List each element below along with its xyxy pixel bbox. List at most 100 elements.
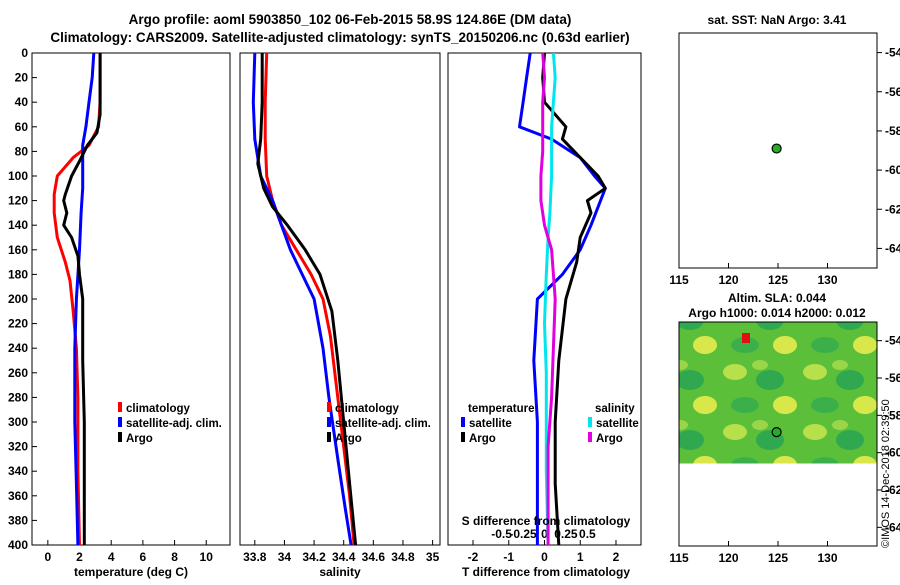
x-tick-label: -1 bbox=[503, 550, 514, 564]
x-tick-label: 115 bbox=[669, 273, 689, 287]
salinity-diff-ticks: -0.5-0.25 0 0.25 0.5 bbox=[491, 527, 596, 541]
depth-tick-label: 260 bbox=[8, 366, 28, 380]
lat-tick-label: -56 bbox=[885, 85, 900, 99]
legend-t-satellite: satellite bbox=[469, 418, 512, 430]
title-line1: Argo profile: aoml 5903850_102 06-Feb-20… bbox=[129, 12, 572, 27]
lat-tick-label: -62 bbox=[885, 202, 900, 216]
series-line-s-argo bbox=[539, 52, 557, 545]
sst-lon-ticks: 115 120 125 130 bbox=[669, 263, 838, 287]
sla-heatmap-hotspot bbox=[742, 333, 750, 343]
depth-ticks: 0 20 40 60 80 100 120 140 160 180 200 220 240 260 280 3… bbox=[8, 46, 37, 552]
legend-argo: Argo bbox=[126, 433, 153, 445]
lat-tick-label: -64 bbox=[885, 520, 900, 534]
legend-s-satellite: satellite bbox=[596, 418, 639, 430]
lat-tick-label: -54 bbox=[885, 46, 900, 60]
depth-tick-label: 0 bbox=[21, 46, 28, 60]
title-line2: Climatology: CARS2009. Satellite-adjuste… bbox=[50, 30, 629, 45]
depth-tick-label: 140 bbox=[8, 218, 28, 232]
legend-satellite: satellite-adj. clim. bbox=[126, 418, 222, 430]
s-diff-tick-label: 0 bbox=[541, 527, 548, 541]
t-difference-xlabel: T difference from climatology bbox=[462, 565, 630, 579]
series-line-argo bbox=[256, 53, 358, 546]
legend-argo: Argo bbox=[335, 433, 362, 445]
x-tick-label: 4 bbox=[108, 550, 115, 564]
argo-position-marker bbox=[771, 143, 782, 154]
imos-watermark: ©IMOS 14-Dec-2018 02:39:50 bbox=[880, 399, 892, 548]
difference-x-ticks: -2 -1 0 1 2 bbox=[468, 540, 620, 564]
depth-tick-label: 220 bbox=[8, 317, 28, 331]
salinity-legend: climatology satellite-adj. clim. Argo bbox=[327, 402, 431, 445]
lat-tick-label: -56 bbox=[885, 371, 900, 385]
series-line-argo bbox=[62, 53, 102, 545]
sla-lat-ticks: -54 -56 -58 -60 -62 -64 bbox=[877, 334, 900, 534]
lat-tick-label: -58 bbox=[885, 124, 900, 138]
depth-tick-label: 360 bbox=[8, 489, 28, 503]
sla-heatmap bbox=[679, 322, 877, 464]
lat-tick-label: -54 bbox=[885, 334, 900, 348]
depth-tick-label: 340 bbox=[8, 464, 28, 478]
temperature-xlabel: temperature (deg C) bbox=[74, 565, 188, 579]
depth-tick-label: 120 bbox=[8, 194, 28, 208]
s-diff-tick-label: -0.25 bbox=[509, 527, 537, 541]
temperature-axes bbox=[31, 52, 231, 546]
difference-panel: -2 -1 0 1 2 -0.5-0.25 0 0.25 0.5 S difference f… bbox=[447, 52, 642, 579]
legend-swatch-argo bbox=[327, 432, 331, 442]
salinity-lines bbox=[251, 52, 358, 546]
sla-lon-ticks: 115 120 125 130 bbox=[669, 541, 838, 565]
temperature-legend: climatology satellite-adj. clim. Argo bbox=[118, 402, 222, 445]
legend-swatch-climatology bbox=[327, 402, 331, 412]
x-tick-label: 115 bbox=[669, 551, 689, 565]
x-tick-label: -2 bbox=[468, 550, 479, 564]
x-tick-label: 35 bbox=[426, 550, 440, 564]
depth-tick-label: 20 bbox=[15, 71, 29, 85]
x-tick-label: 34 bbox=[278, 550, 292, 564]
lat-tick-label: -60 bbox=[885, 446, 900, 460]
x-tick-label: 10 bbox=[200, 550, 214, 564]
salinity-axes bbox=[239, 52, 441, 546]
sst-lat-ticks: -54 -56 -58 -60 -62 -64 bbox=[877, 46, 900, 255]
argo-position-marker bbox=[771, 427, 782, 438]
lat-tick-label: -60 bbox=[885, 163, 900, 177]
sst-map: sat. SST: NaN Argo: 3.41 -54 -56 -58 -60 -62… bbox=[669, 13, 900, 287]
legend-climatology: climatology bbox=[335, 403, 400, 415]
x-tick-label: 125 bbox=[768, 551, 788, 565]
x-tick-label: 125 bbox=[768, 273, 788, 287]
lat-tick-label: -58 bbox=[885, 408, 900, 422]
lat-tick-label: -62 bbox=[885, 483, 900, 497]
temperature-x-ticks: 0 2 4 6 8 10 bbox=[44, 540, 213, 564]
s-difference-label: S difference from climatology bbox=[462, 514, 631, 528]
x-tick-label: 34.8 bbox=[391, 550, 415, 564]
difference-legend: temperature satellite Argo salinity sate… bbox=[461, 403, 639, 445]
s-diff-tick-label: 0.25 bbox=[554, 527, 578, 541]
depth-tick-label: 240 bbox=[8, 341, 28, 355]
s-diff-tick-label: -0.5 bbox=[491, 527, 512, 541]
salinity-xlabel: salinity bbox=[319, 565, 361, 579]
depth-tick-label: 160 bbox=[8, 243, 28, 257]
legend-swatch-climatology bbox=[118, 402, 122, 412]
x-tick-label: 120 bbox=[718, 273, 738, 287]
x-tick-label: 34.6 bbox=[362, 550, 386, 564]
x-tick-label: 34.2 bbox=[302, 550, 326, 564]
x-tick-label: 130 bbox=[817, 551, 837, 565]
series-line-t-satellite bbox=[518, 52, 607, 545]
x-tick-label: 130 bbox=[817, 273, 837, 287]
x-tick-label: 0 bbox=[44, 550, 51, 564]
salinity-panel: 33.8 34 34.2 34.4 34.6 34.8 35 salinity climat… bbox=[239, 52, 441, 579]
sla-title: Altim. SLA: 0.044 bbox=[728, 291, 826, 305]
depth-tick-label: 80 bbox=[15, 144, 29, 158]
s-diff-tick-label: 0.5 bbox=[579, 527, 596, 541]
legend-temperature-title: temperature bbox=[468, 403, 534, 415]
depth-tick-label: 280 bbox=[8, 390, 28, 404]
depth-tick-label: 200 bbox=[8, 292, 28, 306]
salinity-x-ticks: 33.8 34 34.2 34.4 34.6 34.8 35 bbox=[243, 540, 440, 564]
x-tick-label: 8 bbox=[171, 550, 178, 564]
series-line-satellite-adj-clim- bbox=[73, 52, 96, 546]
sst-title: sat. SST: NaN Argo: 3.41 bbox=[708, 13, 847, 27]
temperature-panel: 0204060801001201401601802002202402602803… bbox=[8, 46, 231, 579]
legend-salinity-title: salinity bbox=[595, 403, 635, 415]
series-line-s-satellite bbox=[543, 52, 557, 546]
x-tick-label: 0 bbox=[541, 550, 548, 564]
legend-t-argo: Argo bbox=[469, 433, 496, 445]
depth-tick-label: 40 bbox=[15, 95, 29, 109]
depth-tick-label: 320 bbox=[8, 440, 28, 454]
